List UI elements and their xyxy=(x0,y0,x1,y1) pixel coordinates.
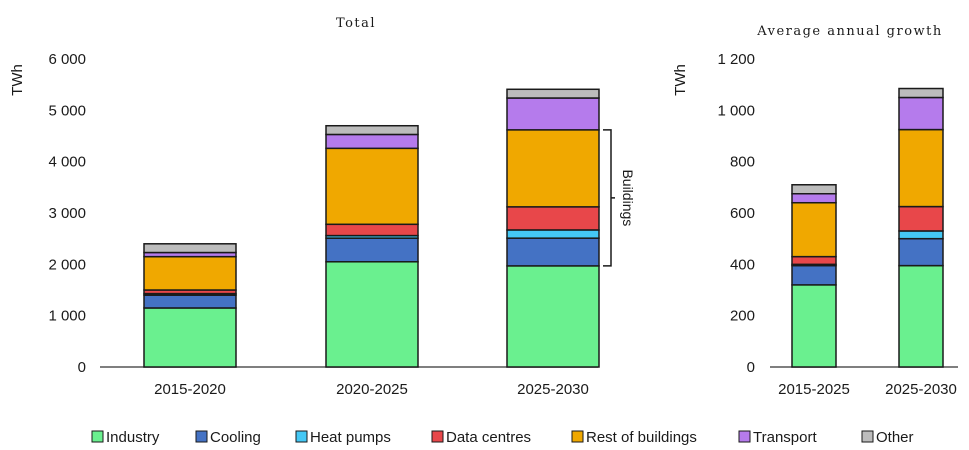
legend-label-other: Other xyxy=(876,429,914,446)
total-bar-other-2020-2025 xyxy=(325,124,419,136)
total-bar-other-2015-2020 xyxy=(143,243,237,254)
growth-bar-rest-of-buildings-2015-2025 xyxy=(791,201,837,258)
legend-swatch-rest-of-buildings xyxy=(571,430,584,443)
buildings-bracket xyxy=(603,129,615,267)
legend-swatch-cooling xyxy=(195,430,208,443)
legend-swatch-heat-pumps xyxy=(295,430,308,443)
growth-bar-cooling-2025-2030 xyxy=(898,237,944,267)
total-bar-industry-2025-2030 xyxy=(506,265,600,368)
growth-y-tick-label: 1 200 xyxy=(717,51,755,68)
growth-bar-transport-2025-2030 xyxy=(898,96,944,131)
total-y-tick-label: 2 000 xyxy=(48,256,86,273)
total-y-tick-label: 5 000 xyxy=(48,102,86,119)
growth-bar-industry-2025-2030 xyxy=(898,264,944,368)
total-y-tick-label: 0 xyxy=(78,359,86,376)
total-y-tick-label: 6 000 xyxy=(48,51,86,68)
total-y-tick-label: 1 000 xyxy=(48,308,86,325)
chart-legend: Industry Cooling Heat pumps Data centres Res… xyxy=(91,429,914,446)
total-bar-data-centres-2020-2025 xyxy=(325,223,419,237)
legend-label-transport: Transport xyxy=(753,429,817,446)
growth-y-tick-label: 200 xyxy=(730,308,755,325)
legend-swatch-other xyxy=(861,430,874,443)
total-y-tick-label: 4 000 xyxy=(48,154,86,171)
total-x-tick-label: 2015-2020 xyxy=(154,381,226,398)
total-y-tick-label: 3 000 xyxy=(48,205,86,222)
total-bar-industry-2020-2025 xyxy=(325,261,419,368)
growth-panel-bars xyxy=(791,87,944,368)
legend-swatch-data-centres xyxy=(431,430,444,443)
total-bar-industry-2015-2020 xyxy=(143,307,237,368)
growth-bar-industry-2015-2025 xyxy=(791,284,837,368)
total-bar-transport-2025-2030 xyxy=(506,97,600,131)
total-panel: Total TWh 0 1 000 2 000 3 000 4 000 5 000 6 00… xyxy=(9,16,636,398)
growth-y-tick-label: 0 xyxy=(747,359,755,376)
growth-y-tick-label: 600 xyxy=(730,205,755,222)
growth-bar-other-2015-2025 xyxy=(791,184,837,195)
total-bar-other-2025-2030 xyxy=(506,88,600,99)
growth-bar-other-2025-2030 xyxy=(898,87,944,99)
growth-panel: Average annual growth TWh 0 200 400 600 800 1… xyxy=(672,24,958,398)
total-bar-rest-of-buildings-2025-2030 xyxy=(506,129,600,208)
growth-panel-ticks: 0 200 400 600 800 1 000 1 200 2015-2025 2025-203… xyxy=(717,51,956,398)
growth-bar-cooling-2015-2025 xyxy=(791,264,837,286)
total-bar-rest-of-buildings-2020-2025 xyxy=(325,147,419,226)
growth-y-tick-label: 1 000 xyxy=(717,102,755,119)
total-x-tick-label: 2020-2025 xyxy=(336,381,408,398)
legend-label-industry: Industry xyxy=(106,429,160,446)
total-bar-transport-2020-2025 xyxy=(325,133,419,150)
growth-y-tick-label: 400 xyxy=(730,256,755,273)
growth-bar-heat-pumps-2025-2030 xyxy=(898,230,944,240)
total-x-tick-label: 2025-2030 xyxy=(517,381,589,398)
buildings-annotation-label: Buildings xyxy=(620,169,636,226)
growth-bar-rest-of-buildings-2025-2030 xyxy=(898,128,944,208)
growth-bar-transport-2015-2025 xyxy=(791,193,837,204)
growth-bar-data-centres-2025-2030 xyxy=(898,205,944,232)
total-panel-bars xyxy=(143,88,600,368)
legend-swatch-industry xyxy=(91,430,104,443)
total-panel-title: Total xyxy=(336,16,376,31)
legend-label-data-centres: Data centres xyxy=(446,429,531,446)
total-bar-cooling-2020-2025 xyxy=(325,237,419,263)
growth-panel-y-axis-label: TWh xyxy=(672,64,689,96)
legend-label-cooling: Cooling xyxy=(210,429,261,446)
legend-label-rest-of-buildings: Rest of buildings xyxy=(586,429,697,446)
growth-panel-title: Average annual growth xyxy=(756,24,943,39)
total-bar-data-centres-2025-2030 xyxy=(506,206,600,231)
total-panel-y-axis-label: TWh xyxy=(9,64,26,96)
growth-x-tick-label: 2025-2030 xyxy=(885,381,957,398)
growth-x-tick-label: 2015-2025 xyxy=(778,381,850,398)
legend-swatch-transport xyxy=(738,430,751,443)
total-bar-rest-of-buildings-2015-2020 xyxy=(143,255,237,291)
legend-label-heat-pumps: Heat pumps xyxy=(310,429,391,446)
total-bar-cooling-2015-2020 xyxy=(143,294,237,309)
buildings-annotation: Buildings xyxy=(603,129,636,267)
total-panel-ticks: 0 1 000 2 000 3 000 4 000 5 000 6 000 2015-2020… xyxy=(48,51,588,398)
growth-y-tick-label: 800 xyxy=(730,154,755,171)
total-bar-cooling-2025-2030 xyxy=(506,237,600,267)
total-bar-heat-pumps-2025-2030 xyxy=(506,229,600,239)
growth-bar-data-centres-2015-2025 xyxy=(791,255,837,266)
